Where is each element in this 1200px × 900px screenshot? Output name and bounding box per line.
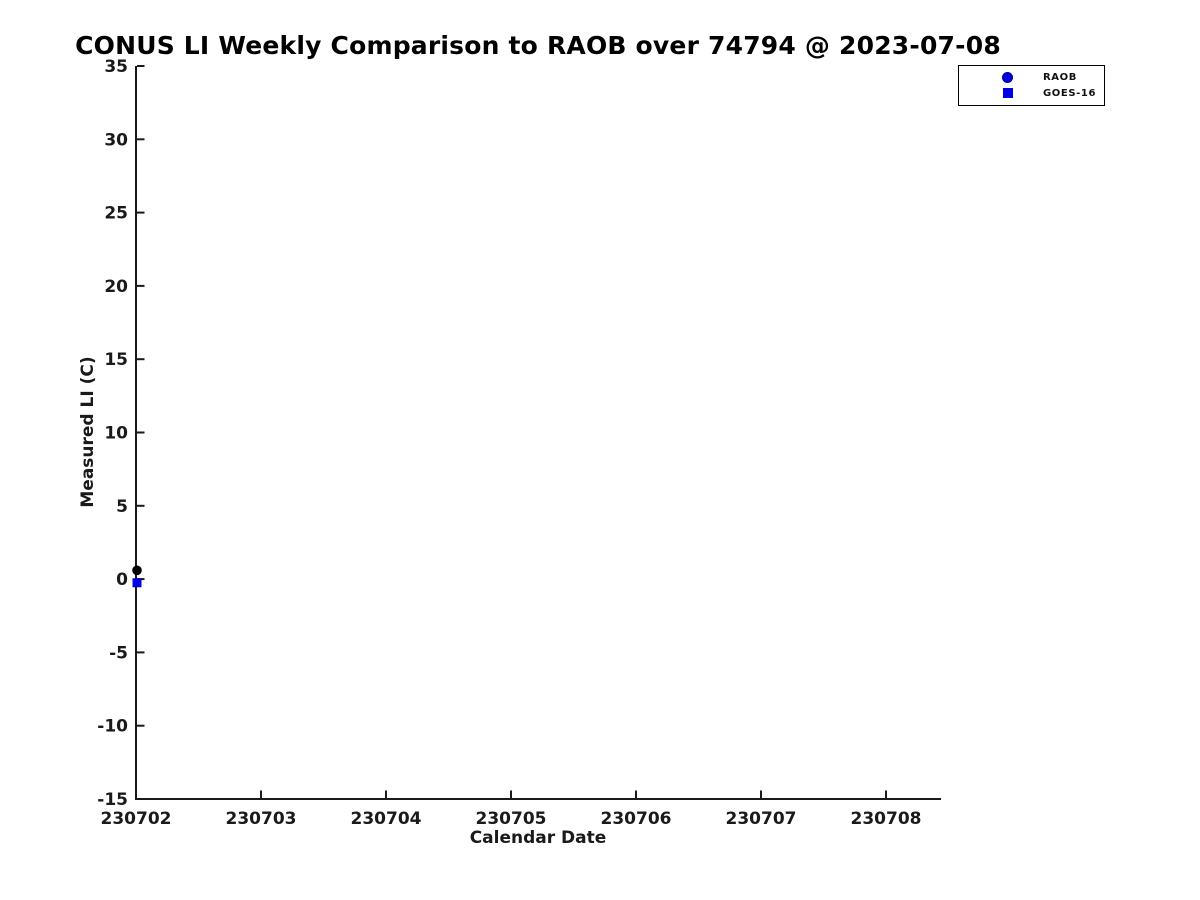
legend-label-goes-16: GOES-16	[1043, 87, 1097, 99]
x-tick-label: 230707	[726, 809, 797, 829]
data-point-goes-16	[132, 578, 142, 588]
chart-title: CONUS LI Weekly Comparison to RAOB over …	[75, 31, 1001, 60]
y-tick-label: -5	[109, 643, 128, 663]
x-axis-label: Calendar Date	[469, 828, 607, 848]
x-tick-label: 230702	[101, 809, 172, 829]
y-tick-label: 30	[104, 130, 128, 150]
x-tick-label: 230705	[476, 809, 547, 829]
goes-16-square-icon	[1003, 88, 1013, 98]
y-tick-label: 0	[116, 570, 128, 590]
y-tick-label: 10	[104, 424, 128, 444]
x-tick-label: 230703	[226, 809, 297, 829]
legend-label-raob: RAOB	[1043, 71, 1077, 83]
x-tick-label: 230708	[851, 809, 922, 829]
legend-item-goes-16: GOES-16	[959, 85, 1104, 101]
y-tick-label: -10	[97, 717, 128, 737]
legend: RAOB GOES-16	[958, 65, 1105, 106]
x-tick-label: 230704	[351, 809, 422, 829]
y-tick-label: 25	[104, 204, 128, 224]
raob-circle-icon	[1002, 71, 1013, 83]
data-point-raob	[132, 565, 142, 576]
y-tick-label: 35	[104, 57, 128, 77]
y-tick-label: 15	[104, 350, 128, 370]
y-tick-label: 5	[116, 497, 128, 517]
x-tick-label: 230706	[601, 809, 672, 829]
y-tick-label: 20	[104, 277, 128, 297]
legend-item-raob: RAOB	[959, 69, 1104, 85]
y-tick-label: -15	[97, 790, 128, 810]
